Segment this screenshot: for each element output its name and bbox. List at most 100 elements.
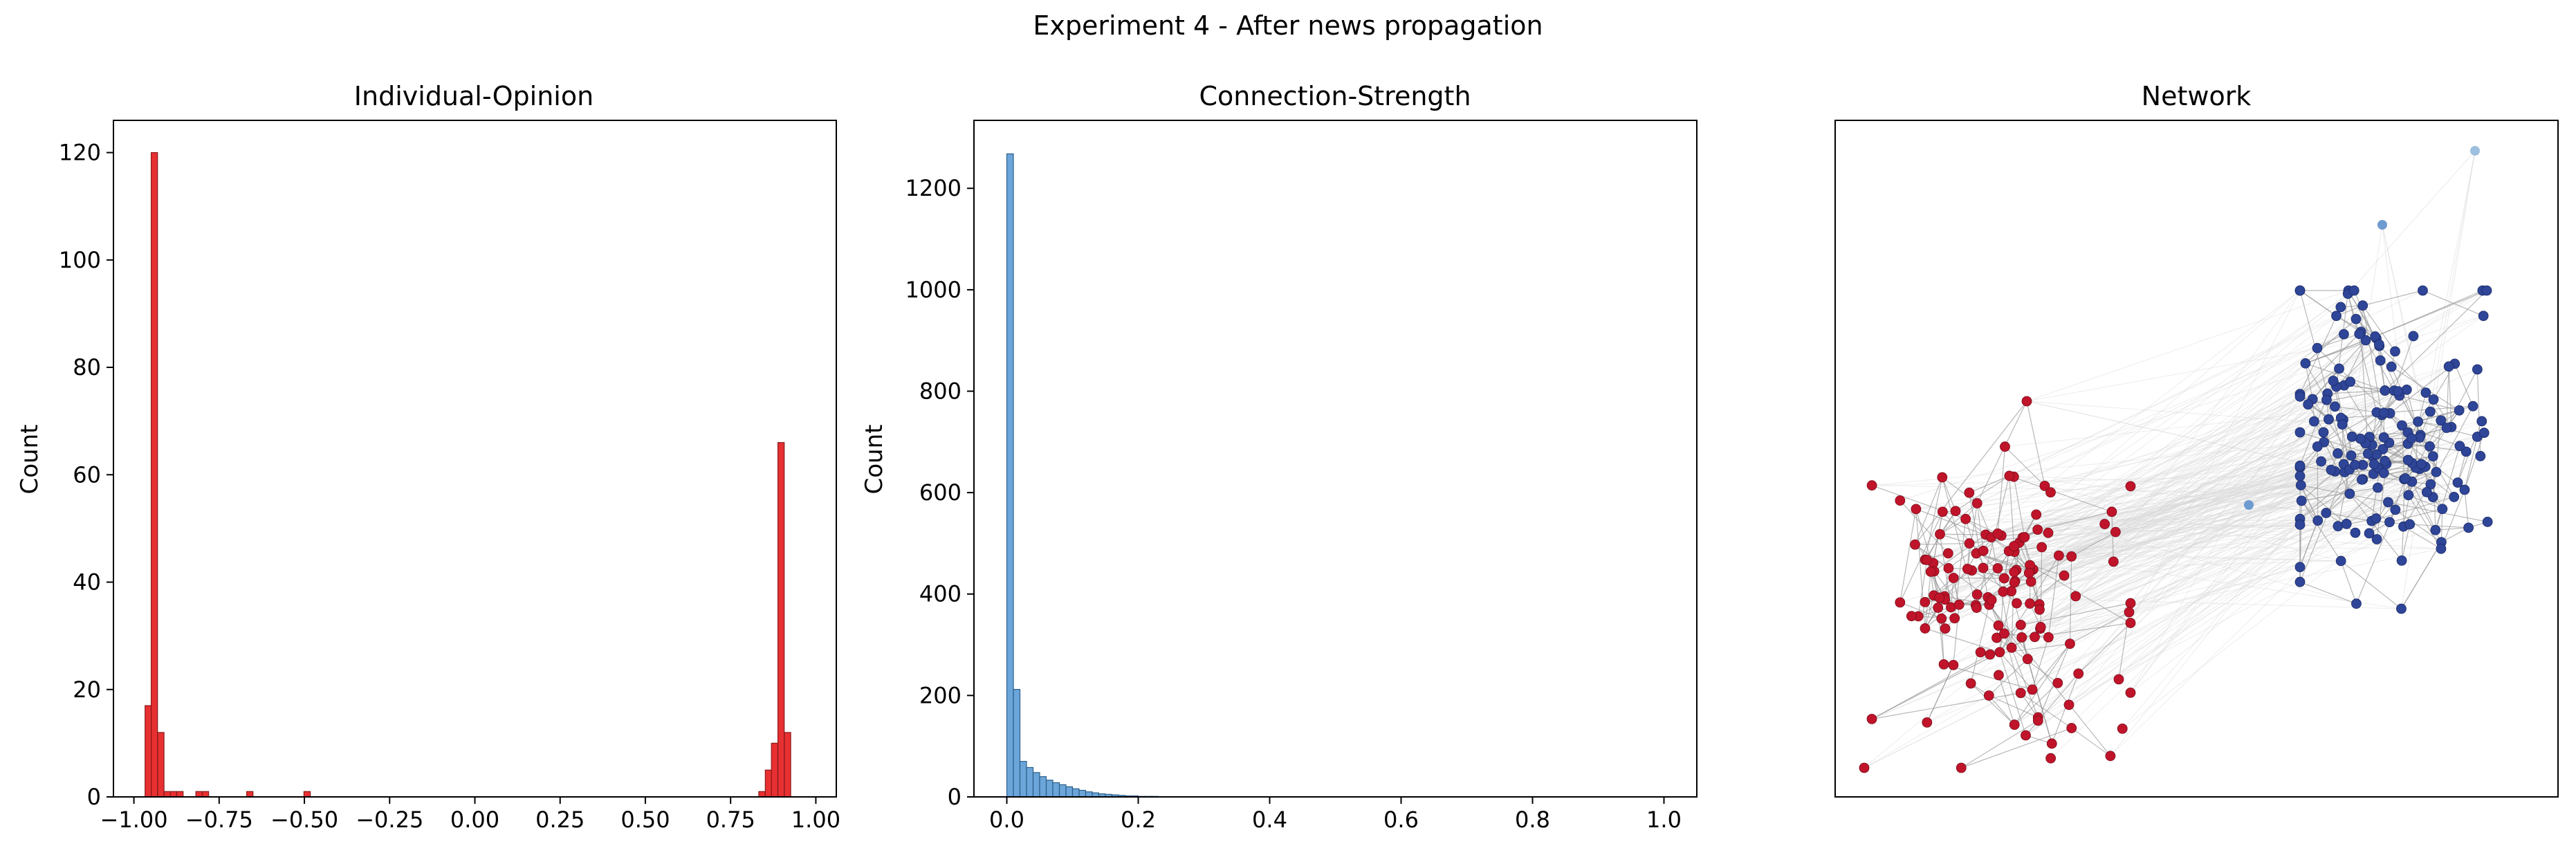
opinion-bar: [784, 732, 791, 798]
network-edge: [2030, 555, 2072, 582]
network-node-blue: [2348, 285, 2359, 296]
network-node-red: [2070, 591, 2081, 602]
strength-x-tick-label: 0.2: [1121, 807, 1156, 833]
network-edge: [2441, 527, 2469, 543]
strength-y-tick-label: 1000: [905, 277, 962, 303]
network-cross-edge: [2021, 492, 2427, 625]
network-node-blue: [2308, 416, 2319, 427]
network-cross-edge: [2009, 475, 2342, 562]
network-edge: [2299, 472, 2346, 582]
network-node-red: [2025, 598, 2035, 609]
network-edge: [1955, 475, 2010, 512]
network-node-red: [2009, 567, 2020, 578]
network-cross-edge: [1924, 411, 2431, 603]
network-cross-edge: [2014, 290, 2355, 573]
network-node-red: [1920, 623, 1931, 634]
network-cross-edge: [2130, 487, 2378, 604]
network-edge: [2037, 511, 2113, 531]
opinion-x-tick-label: −1.00: [100, 807, 168, 833]
network-edge: [1943, 663, 2033, 690]
network-node-red: [1983, 690, 1994, 701]
network-cross-edge: [2030, 432, 2301, 604]
network-edge: [1924, 627, 2000, 653]
strength-y-tick-label: 1200: [905, 175, 962, 201]
network-node-blue: [2354, 329, 2365, 340]
network-cross-edge: [2130, 468, 2420, 693]
network-node-blue: [2333, 521, 2344, 532]
network-edge: [1871, 692, 2021, 719]
network-cross-edge: [2029, 443, 2366, 573]
network-cross-edge: [2037, 524, 2301, 718]
network-node-blue: [2294, 520, 2306, 530]
network-cross-edge: [2014, 347, 2318, 546]
network-panel: Network: [1834, 81, 2559, 798]
opinion-bar: [150, 151, 158, 798]
network-edge: [2401, 526, 2404, 561]
network-edge: [2051, 673, 2079, 744]
network-node-red: [2015, 688, 2026, 699]
network-node-blue: [2436, 415, 2447, 426]
network-edge: [1999, 603, 2031, 653]
network-nodes: [1859, 146, 2493, 773]
network-edge: [1965, 518, 1998, 534]
network-edge: [1970, 605, 1990, 684]
network-node-blue: [2351, 598, 2362, 609]
network-edge: [2299, 396, 2335, 407]
network-cross-edge: [2025, 360, 2381, 736]
network-edge: [2448, 366, 2452, 428]
network-edge: [1914, 477, 1943, 545]
network-cross-edge: [1955, 366, 2449, 512]
network-node-blue: [2380, 455, 2390, 466]
network-node-red: [2043, 632, 2054, 643]
network-edge: [1926, 665, 1954, 723]
network-edge: [2379, 346, 2386, 391]
network-node-red: [2117, 723, 2128, 734]
network-edge: [2409, 524, 2469, 528]
network-node-red: [2045, 753, 2057, 764]
network-cross-edge: [2075, 305, 2364, 597]
network-node-blue: [2481, 285, 2492, 296]
strength-bar: [1078, 789, 1087, 798]
network-node-red: [2125, 481, 2136, 492]
network-node-blue: [2437, 504, 2448, 515]
network-node-red: [2012, 598, 2022, 609]
network-node-blue: [2436, 543, 2447, 554]
network-node-blue: [2321, 508, 2332, 518]
network-node-blue: [2449, 492, 2460, 502]
network-cross-edge: [2033, 452, 2338, 570]
network-edge: [1987, 571, 2031, 598]
network-edge: [1976, 401, 2027, 504]
network-node-blue: [2344, 488, 2355, 499]
network-cross-edge: [2048, 492, 2427, 638]
network-edge: [1976, 503, 1984, 551]
network-node-red: [2021, 730, 2031, 741]
opinion-y-tick-label: 0: [87, 784, 101, 810]
network-node-red: [2006, 642, 2017, 653]
network-cross-edge: [1965, 386, 2337, 520]
opinion-bar: [195, 791, 203, 798]
network-cross-edge: [1969, 390, 2395, 544]
network-node-blue: [2337, 419, 2348, 430]
network-cross-edge: [1996, 393, 2328, 638]
network-node-red: [2073, 668, 2084, 679]
network-cross-edge: [1933, 469, 2332, 596]
network-cross-edge: [2025, 478, 2406, 736]
network-cross-edge: [2115, 500, 2302, 533]
network-cross-edge: [2029, 454, 2377, 573]
network-cross-edge: [1965, 518, 2318, 521]
network-node-red: [1906, 611, 1917, 622]
network-edge: [2375, 290, 2487, 338]
network-edge: [2402, 479, 2405, 527]
strength-chart-title: Connection-Strength: [1199, 81, 1471, 111]
network-node-blue: [2328, 376, 2339, 386]
network-node-blue: [2312, 441, 2323, 452]
opinion-bar: [758, 791, 766, 798]
network-cross-edge: [1933, 595, 2402, 609]
network-cross-edge: [2009, 551, 2342, 562]
network-node-red: [1948, 659, 1959, 670]
network-cross-edge: [1997, 469, 2332, 534]
network-edge: [2324, 412, 2377, 443]
strength-bar: [1065, 786, 1074, 798]
network-edge: [2048, 555, 2059, 638]
